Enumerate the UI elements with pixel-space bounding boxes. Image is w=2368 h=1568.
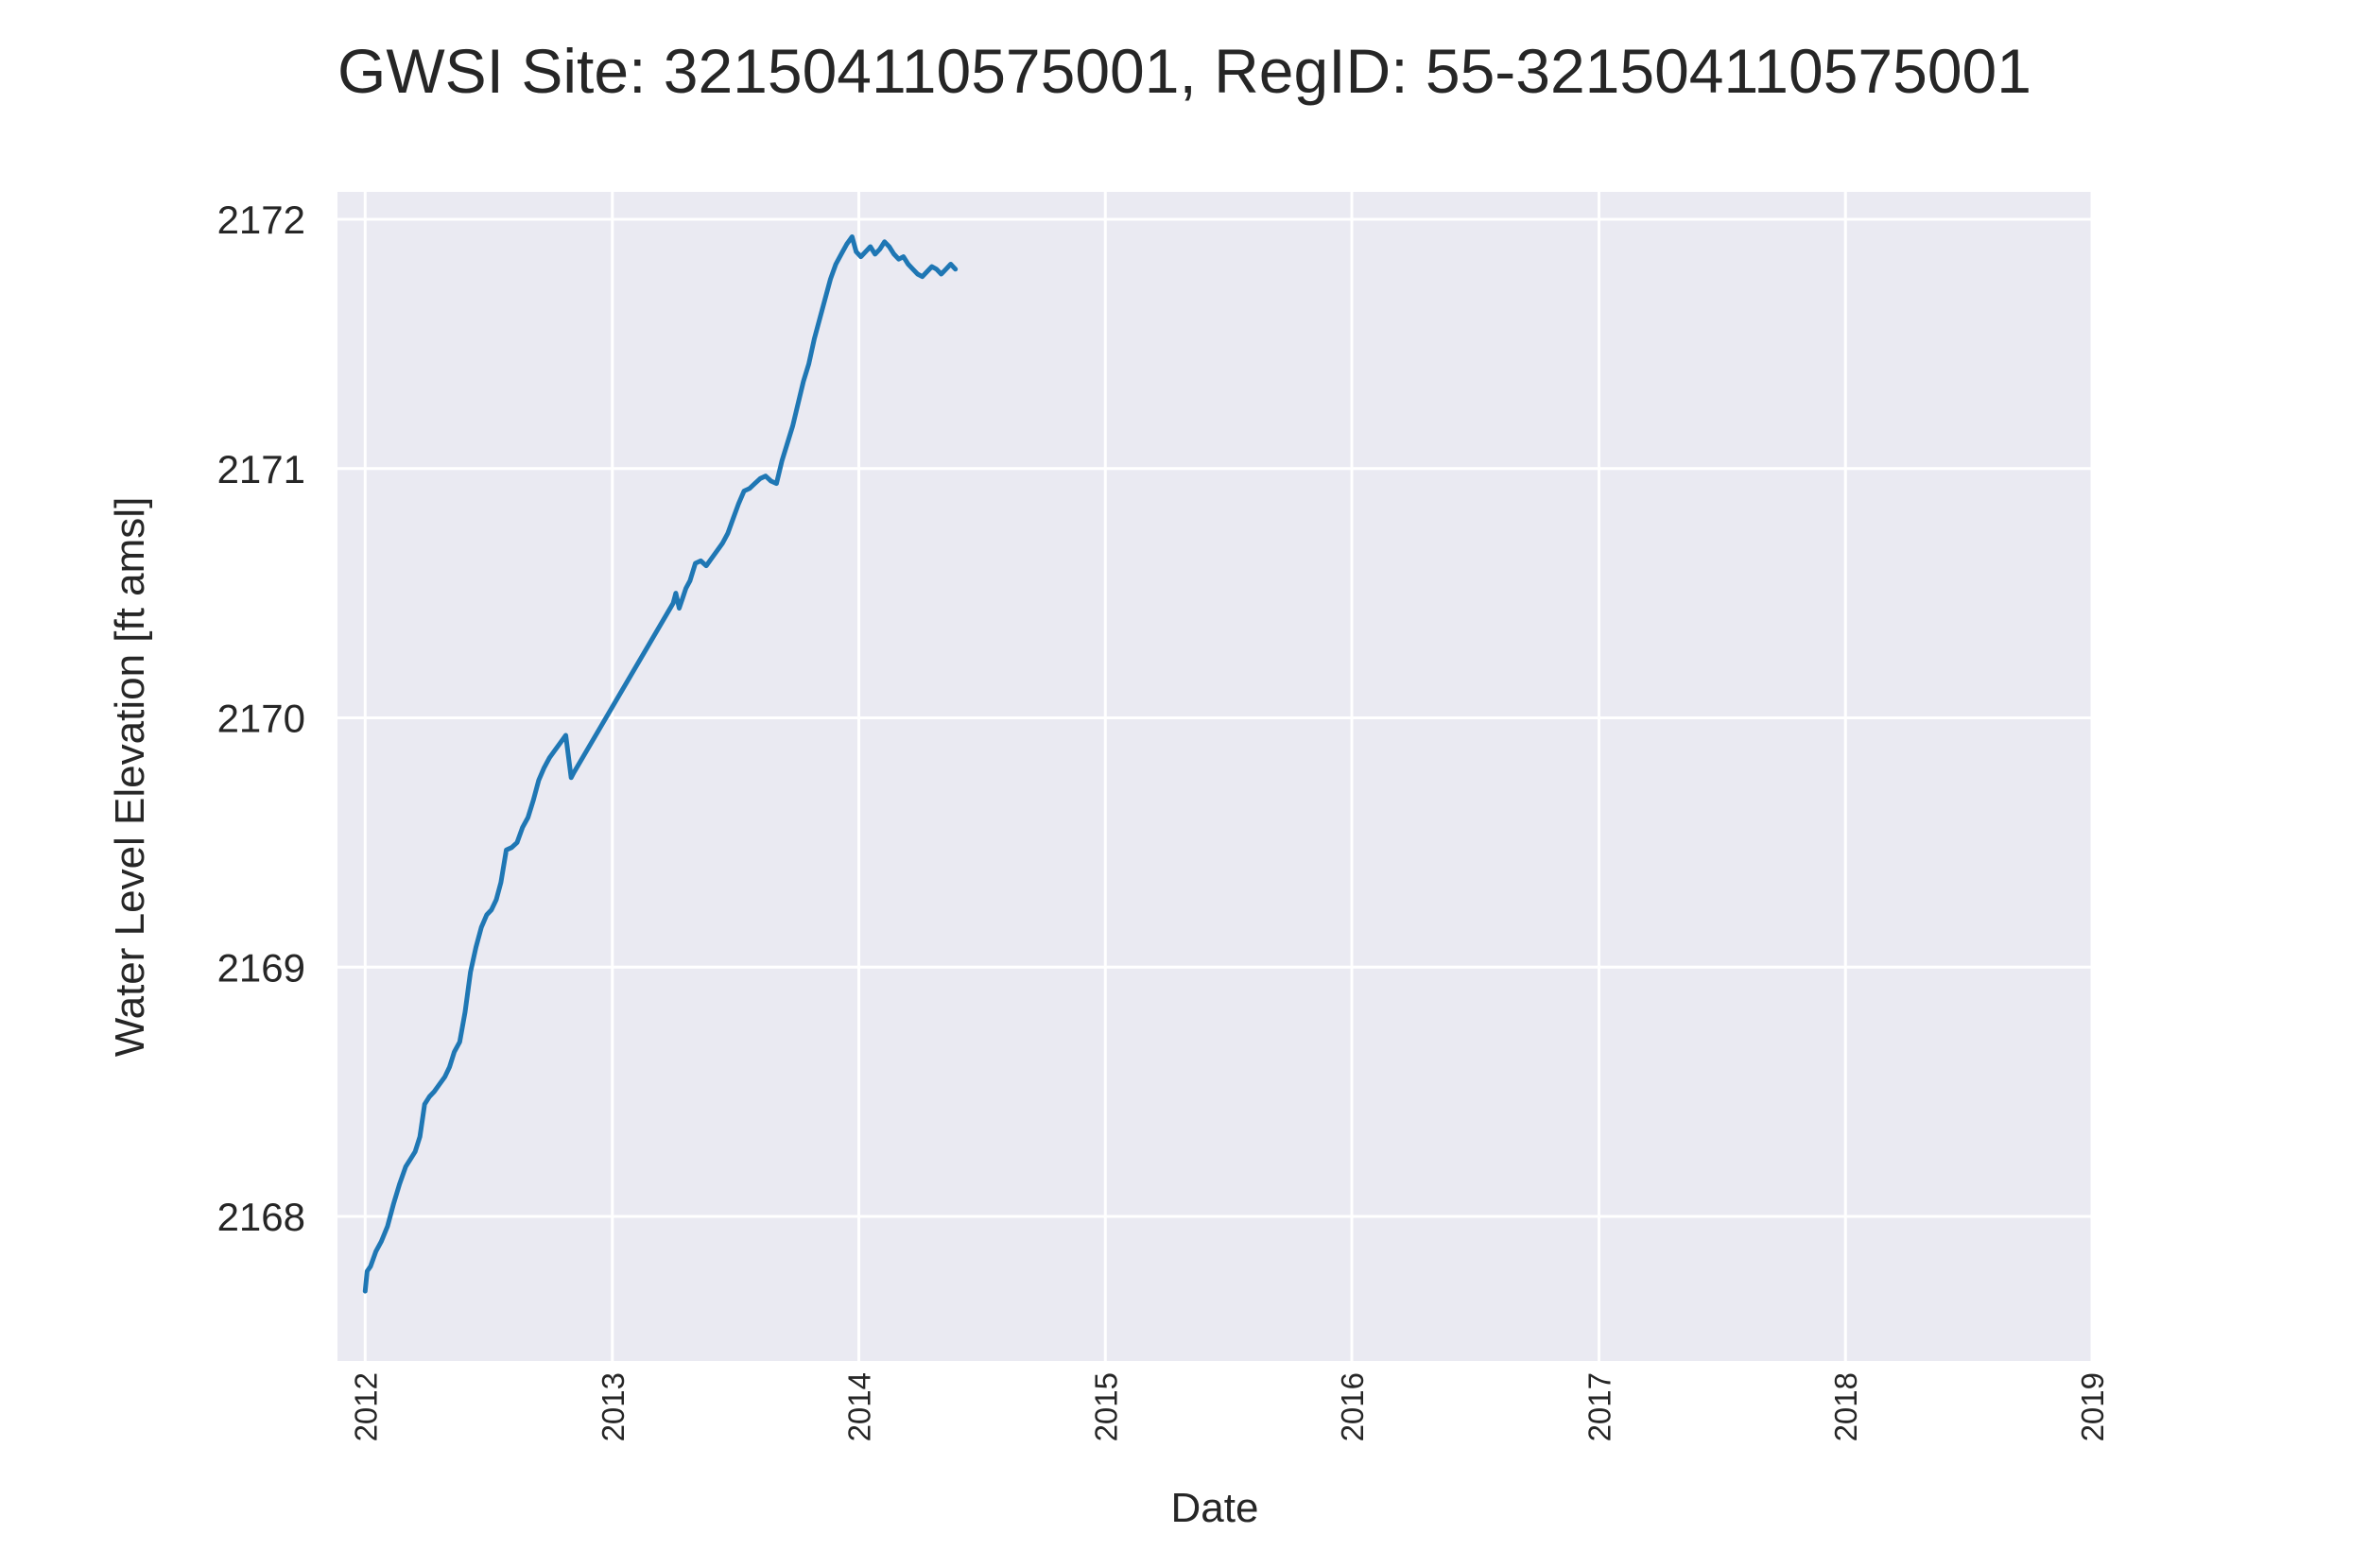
y-tick-label: 2170 bbox=[217, 697, 305, 741]
x-axis-label: Date bbox=[1171, 1485, 1259, 1531]
y-tick-labels: 2168 2169 2170 2171 2172 bbox=[217, 198, 305, 1239]
series-line bbox=[362, 234, 959, 1294]
x-tick-label: 2018 bbox=[1828, 1372, 1863, 1441]
x-tick-label: 2016 bbox=[1335, 1372, 1370, 1441]
y-tick-label: 2168 bbox=[217, 1195, 305, 1239]
x-gridlines bbox=[363, 192, 2094, 1361]
x-tick-label: 2014 bbox=[842, 1372, 877, 1441]
x-tick-labels: 2012 2013 2014 2015 2016 2017 2018 2019 bbox=[348, 1372, 2110, 1441]
x-tick-label: 2012 bbox=[348, 1372, 383, 1441]
plot-background bbox=[337, 192, 2092, 1361]
y-gridlines bbox=[337, 217, 2092, 1218]
x-tick-label: 2019 bbox=[2075, 1372, 2110, 1441]
y-tick-label: 2171 bbox=[217, 447, 305, 491]
y-tick-label: 2172 bbox=[217, 198, 305, 242]
chart-title: GWSI Site: 321504110575001, RegID: 55-32… bbox=[337, 36, 2031, 106]
x-tick-label: 2013 bbox=[596, 1372, 631, 1441]
y-axis-label: Water Level Elevation [ft amsl] bbox=[107, 497, 153, 1058]
x-tick-label: 2017 bbox=[1582, 1372, 1616, 1441]
x-tick-label: 2015 bbox=[1088, 1372, 1123, 1441]
y-tick-label: 2169 bbox=[217, 945, 305, 990]
